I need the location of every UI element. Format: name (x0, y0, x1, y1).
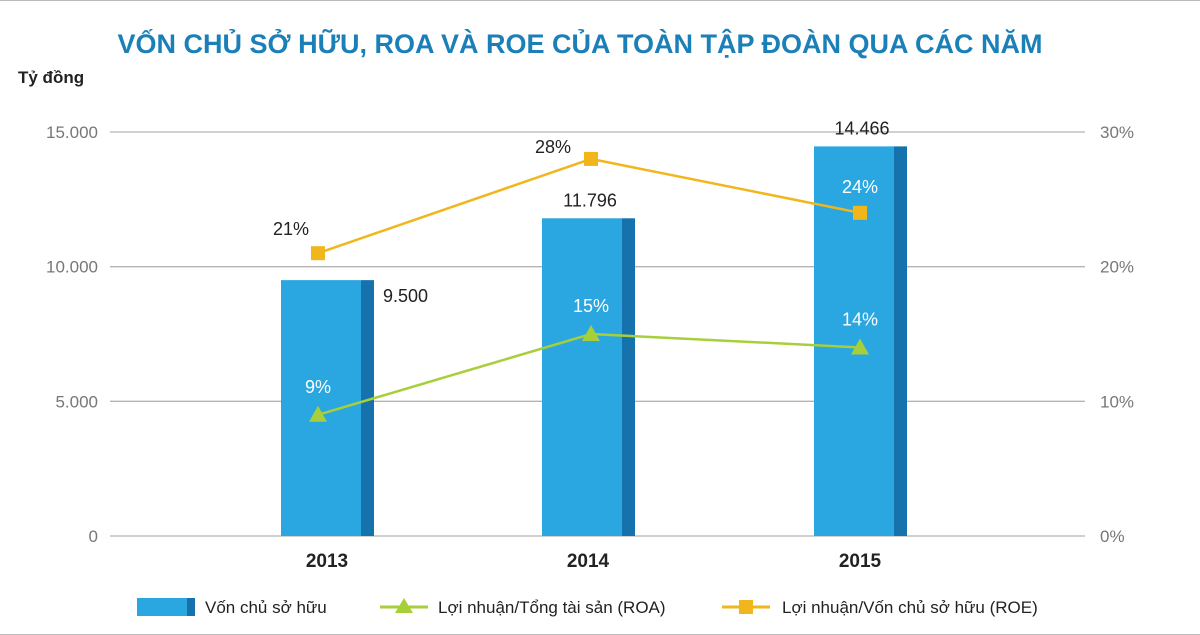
y-tick-label: 10.000 (46, 258, 98, 277)
y2-tick-label: 20% (1100, 258, 1134, 277)
roa-marker (309, 405, 327, 422)
x-tick-label: 2014 (567, 551, 610, 572)
bar (542, 218, 622, 536)
y2-tick-label: 30% (1100, 123, 1134, 142)
y2-tick-label: 10% (1100, 392, 1134, 411)
bar-side (622, 218, 635, 536)
roe-marker (853, 205, 867, 220)
data-label: 9% (305, 377, 331, 397)
bar-value-label: 11.796 (563, 190, 617, 210)
roa-marker (582, 325, 600, 341)
data-label: 15% (573, 296, 609, 316)
roe-marker (311, 246, 325, 261)
bar-side (894, 146, 907, 537)
chart-title: VỐN CHỦ SỞ HỮU, ROA VÀ ROE CỦA TOÀN TẬP … (118, 27, 1043, 59)
bar-value-label: 14.466 (834, 118, 889, 138)
legend-label: Lợi nhuận/Vốn chủ sở hữu (ROE) (782, 598, 1038, 617)
data-label: 24% (842, 177, 878, 197)
bar-value-label: 9.500 (383, 286, 428, 306)
legend-swatch-bar-side (187, 598, 195, 616)
y-tick-label: 15.000 (46, 123, 98, 142)
legend-marker-roa (395, 598, 413, 613)
y-axis-label: Tỷ đồng (18, 68, 84, 87)
y-tick-label: 5.000 (55, 392, 98, 411)
bar-side (361, 280, 374, 536)
legend-marker-roe (739, 600, 753, 614)
y-tick-label: 0 (89, 527, 98, 546)
x-tick-label: 2015 (839, 551, 882, 572)
y2-tick-label: 0% (1100, 527, 1125, 546)
legend-swatch-bar (137, 598, 187, 616)
bar (281, 280, 361, 536)
roa-marker (851, 338, 869, 355)
data-label: 21% (273, 219, 309, 239)
roe-marker (584, 151, 598, 166)
legend-label: Vốn chủ sở hữu (205, 598, 327, 617)
legend-label: Lợi nhuận/Tổng tài sản (ROA) (438, 598, 666, 617)
data-label: 14% (842, 309, 878, 329)
data-label: 28% (535, 137, 571, 157)
x-tick-label: 2013 (306, 551, 348, 572)
